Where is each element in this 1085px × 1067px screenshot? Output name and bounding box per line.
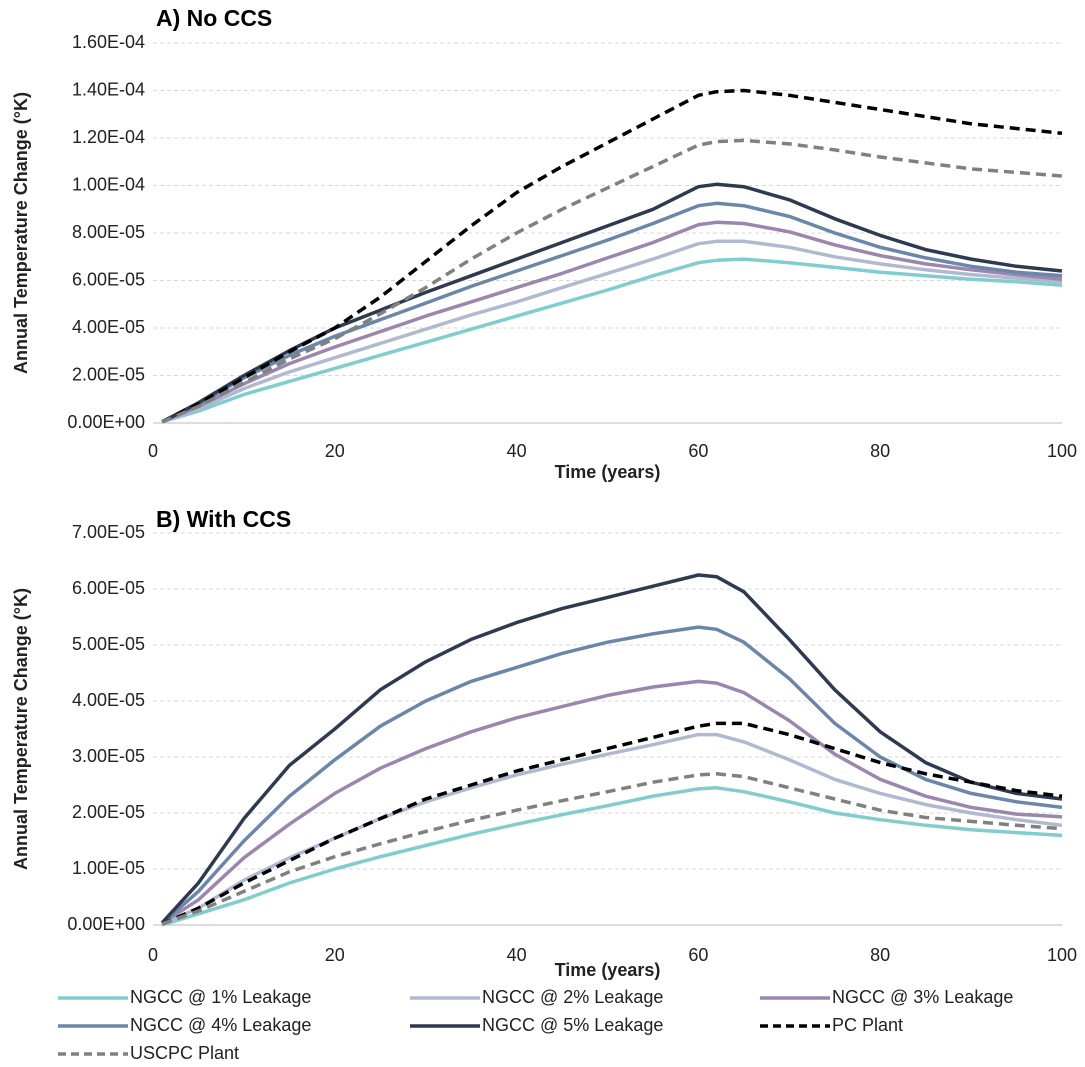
x-tick-label: 40	[507, 441, 527, 461]
series-line	[161, 679, 1063, 925]
legend-label: NGCC @ 2% Leakage	[482, 987, 663, 1007]
series-line	[161, 772, 1063, 926]
y-tick-label: 1.60E-04	[72, 32, 145, 52]
y-tick-label: 7.00E-05	[72, 522, 145, 542]
x-tick-label: 100	[1047, 945, 1077, 965]
x-tick-label: 60	[688, 441, 708, 461]
x-tick-label: 60	[688, 945, 708, 965]
series-line	[161, 786, 1063, 927]
x-tick-label: 80	[870, 441, 890, 461]
x-tick-label: 0	[148, 441, 158, 461]
x-tick-label: 80	[870, 945, 890, 965]
y-tick-label: 8.00E-05	[72, 222, 145, 242]
legend-label: NGCC @ 3% Leakage	[832, 987, 1013, 1007]
y-tick-label: 4.00E-05	[72, 690, 145, 710]
y-axis-label: Annual Temperature Change (°K)	[11, 588, 31, 870]
series-line	[161, 182, 1063, 424]
y-tick-label: 5.00E-05	[72, 634, 145, 654]
y-tick-label: 3.00E-05	[72, 746, 145, 766]
series-line	[161, 138, 1063, 424]
legend-label: NGCC @ 1% Leakage	[130, 987, 311, 1007]
x-tick-label: 20	[325, 441, 345, 461]
y-tick-label: 2.00E-05	[72, 802, 145, 822]
x-tick-label: 20	[325, 945, 345, 965]
x-tick-label: 40	[507, 945, 527, 965]
legend-label: PC Plant	[832, 1015, 903, 1035]
x-axis-label: Time (years)	[555, 462, 661, 482]
y-tick-label: 1.40E-04	[72, 79, 145, 99]
series-line	[161, 721, 1063, 926]
series-line	[161, 201, 1063, 424]
x-axis-label: Time (years)	[555, 960, 661, 980]
x-tick-label: 0	[148, 945, 158, 965]
y-tick-label: 6.00E-05	[72, 578, 145, 598]
x-tick-label: 100	[1047, 441, 1077, 461]
y-tick-label: 1.00E-04	[72, 174, 145, 194]
y-tick-label: 0.00E+00	[67, 412, 145, 432]
y-tick-label: 6.00E-05	[72, 269, 145, 289]
y-tick-label: 1.00E-05	[72, 858, 145, 878]
y-tick-label: 4.00E-05	[72, 317, 145, 337]
series-line	[161, 257, 1063, 424]
y-axis-label: Annual Temperature Change (°K)	[11, 92, 31, 374]
series-line	[160, 573, 1063, 924]
legend-label: NGCC @ 4% Leakage	[130, 1015, 311, 1035]
legend-label: USCPC Plant	[130, 1043, 239, 1063]
series-line	[161, 88, 1063, 424]
series-line	[161, 239, 1063, 424]
y-tick-label: 0.00E+00	[67, 914, 145, 934]
y-tick-label: 1.20E-04	[72, 127, 145, 147]
series-line	[161, 220, 1063, 424]
chart-title: B) With CCS	[156, 506, 291, 532]
legend-label: NGCC @ 5% Leakage	[482, 1015, 663, 1035]
y-tick-label: 2.00E-05	[72, 364, 145, 384]
chart-title: A) No CCS	[156, 5, 272, 31]
